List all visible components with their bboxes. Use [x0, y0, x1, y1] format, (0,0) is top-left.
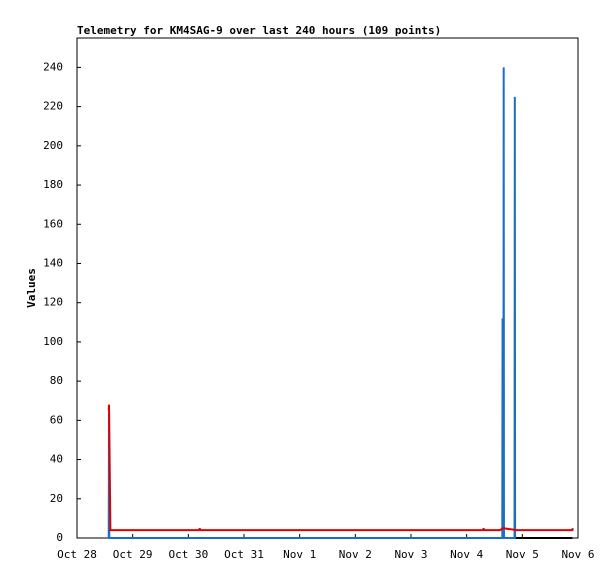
x-tick-label: Oct 30: [168, 548, 208, 561]
y-tick-label: 60: [50, 413, 63, 426]
y-tick-label: 180: [43, 178, 63, 191]
x-tick-label: Nov 6: [561, 548, 594, 561]
y-tick-label: 20: [50, 492, 63, 505]
y-tick-label: 200: [43, 139, 63, 152]
x-tick-label: Oct 31: [224, 548, 264, 561]
x-tick-label: Oct 28: [57, 548, 97, 561]
y-tick-label: 100: [43, 335, 63, 348]
y-tick-label: 160: [43, 217, 63, 230]
y-tick-label: 140: [43, 256, 63, 269]
y-tick-label: 220: [43, 100, 63, 113]
y-tick-label: 80: [50, 374, 63, 387]
x-tick-label: Nov 4: [450, 548, 483, 561]
chart-title: Telemetry for KM4SAG-9 over last 240 hou…: [77, 24, 441, 37]
y-tick-label: 240: [43, 60, 63, 73]
series-line: [107, 67, 517, 539]
y-tick-label: 120: [43, 296, 63, 309]
x-tick-label: Nov 3: [394, 548, 427, 561]
x-tick-label: Nov 1: [283, 548, 316, 561]
series-line: [107, 404, 574, 532]
x-tick-label: Oct 29: [113, 548, 153, 561]
x-tick-label: Nov 5: [506, 548, 539, 561]
x-tick-label: Nov 2: [339, 548, 372, 561]
y-tick-label: 40: [50, 453, 63, 466]
y-tick-label: 0: [56, 531, 63, 544]
y-axis-label: Values: [25, 268, 38, 308]
